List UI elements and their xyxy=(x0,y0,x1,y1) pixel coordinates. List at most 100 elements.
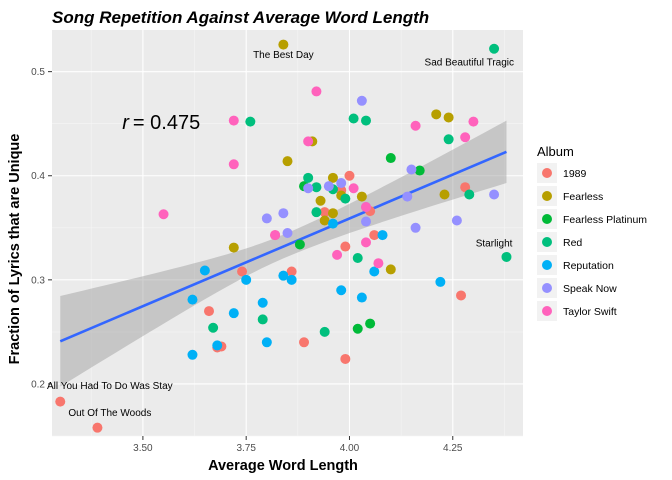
point-reputation xyxy=(199,265,210,276)
point-speak-now xyxy=(451,215,462,226)
point-red xyxy=(348,113,359,124)
legend-swatch-fearless-platinum xyxy=(542,214,552,224)
point-fearless xyxy=(327,208,338,219)
point-reputation xyxy=(356,292,367,303)
point-fearless xyxy=(319,215,330,226)
data-points xyxy=(55,39,512,433)
point-red xyxy=(464,189,475,200)
point-speak-now xyxy=(361,216,371,227)
point-speak-now xyxy=(282,228,293,238)
point-reputation xyxy=(257,297,268,308)
legend-title: Album xyxy=(537,144,574,159)
confidence-band xyxy=(60,120,507,387)
point-taylor-swift xyxy=(460,132,471,143)
legend-label-red: Red xyxy=(563,237,582,249)
y-tick-label: 0.3 xyxy=(31,275,45,286)
legend-label-1989: 1989 xyxy=(563,168,587,180)
point-1989 xyxy=(344,170,355,181)
point-red xyxy=(501,251,512,262)
point-taylor-swift xyxy=(228,115,239,126)
point-taylor-swift xyxy=(361,237,371,248)
point-1989 xyxy=(55,396,66,407)
point-1989 xyxy=(286,266,297,277)
point-speak-now xyxy=(323,181,334,192)
y-tick-label: 0.5 xyxy=(31,67,45,78)
point-red xyxy=(340,193,351,204)
point-fearless-platinum xyxy=(294,239,305,250)
point-reputation xyxy=(187,349,198,360)
point-taylor-swift xyxy=(303,136,314,147)
point-1989 xyxy=(237,266,248,277)
point-fearless-platinum xyxy=(385,153,396,164)
point-red xyxy=(208,322,219,333)
point-reputation xyxy=(261,337,272,348)
point-taylor-swift xyxy=(361,201,371,212)
point-fearless xyxy=(443,112,454,123)
point-reputation xyxy=(228,308,239,319)
legend-swatch-reputation xyxy=(542,260,552,270)
point-reputation xyxy=(435,276,446,287)
point-fearless xyxy=(356,191,367,202)
point-red xyxy=(311,182,322,193)
point-speak-now xyxy=(410,222,421,233)
annotation-label: Starlight xyxy=(476,239,513,250)
correlation-symbol: r xyxy=(122,112,130,134)
minor-gridlines xyxy=(52,30,523,437)
point-red xyxy=(443,134,454,145)
y-tick-label: 0.2 xyxy=(31,379,45,390)
point-red xyxy=(311,207,322,218)
point-reputation xyxy=(286,274,297,285)
legend-label-fearless: Fearless xyxy=(563,191,603,203)
point-taylor-swift xyxy=(311,86,322,97)
point-reputation xyxy=(336,285,347,296)
point-1989 xyxy=(299,337,310,348)
point-1989 xyxy=(340,241,351,252)
point-taylor-swift xyxy=(410,120,421,131)
point-red xyxy=(489,43,500,54)
legend: Album 1989 Fearless Fearless Platinum Red Re… xyxy=(537,144,647,321)
x-axis-title: Average Word Length xyxy=(208,458,358,474)
legend-swatch-1989 xyxy=(542,168,552,178)
point-1989 xyxy=(460,182,471,193)
point-fearless xyxy=(439,189,450,200)
legend-label-reputation: Reputation xyxy=(563,260,614,272)
point-speak-now xyxy=(261,213,272,224)
correlation-value: = 0.475 xyxy=(133,112,200,134)
point-fearless xyxy=(315,195,326,206)
annotation-label: Out Of The Woods xyxy=(68,408,151,419)
point-red xyxy=(352,252,363,263)
point-fearless xyxy=(228,242,239,253)
point-reputation xyxy=(241,274,252,285)
point-taylor-swift xyxy=(468,116,479,127)
point-taylor-swift xyxy=(158,209,169,220)
annotation-label: Sad Beautiful Tragic xyxy=(425,57,515,68)
point-reputation xyxy=(327,218,338,229)
point-reputation xyxy=(278,270,289,281)
point-fearless xyxy=(282,156,293,167)
point-red xyxy=(361,115,371,126)
point-red xyxy=(303,172,314,183)
legend-label-taylor-swift: Taylor Swift xyxy=(563,306,617,318)
legend-swatch-red xyxy=(542,237,552,247)
point-red xyxy=(257,314,268,325)
point-fearless-platinum xyxy=(352,323,363,334)
point-taylor-swift xyxy=(332,249,343,260)
point-1989 xyxy=(319,207,330,218)
point-fearless-platinum xyxy=(365,318,376,329)
legend-swatch-taylor-swift xyxy=(542,306,552,316)
point-fearless xyxy=(327,172,338,183)
correlation-label: r = 0.475 xyxy=(122,112,200,134)
point-speak-now xyxy=(406,164,417,175)
point-fearless xyxy=(385,264,396,275)
point-reputation xyxy=(377,230,388,241)
point-speak-now xyxy=(356,95,367,106)
trend-line xyxy=(59,150,507,343)
legend-items: 1989 Fearless Fearless Platinum Red Reputati… xyxy=(537,163,647,321)
point-1989 xyxy=(92,422,103,433)
point-taylor-swift xyxy=(348,183,359,194)
point-1989 xyxy=(369,230,380,241)
x-tick-label: 4.25 xyxy=(443,443,463,454)
legend-label-fearless-platinum: Fearless Platinum xyxy=(563,214,647,226)
song-annotations: The Best Day Sad Beautiful Tragic Starligh… xyxy=(47,50,514,419)
